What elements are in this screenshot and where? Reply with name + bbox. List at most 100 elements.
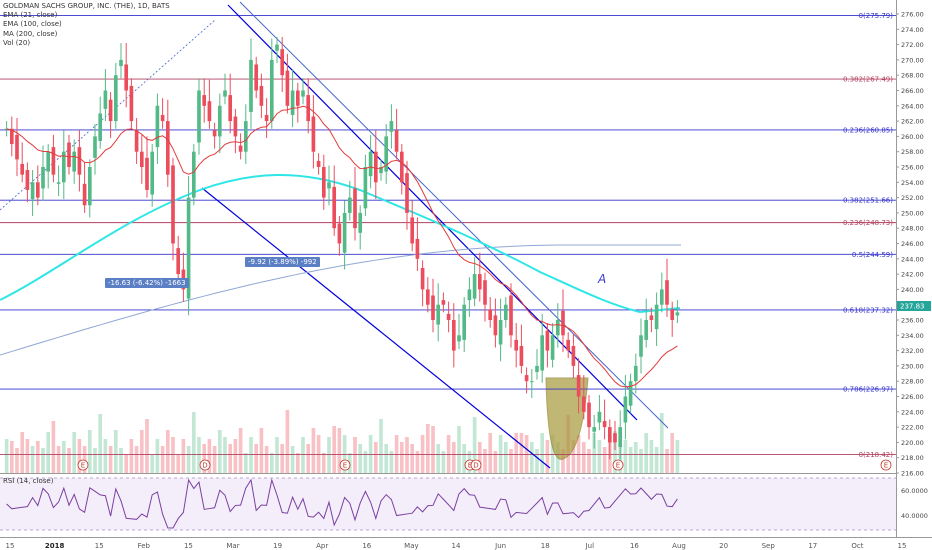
- candle-body: [441, 300, 446, 305]
- candle-body: [493, 315, 498, 336]
- candle-body: [275, 44, 279, 51]
- y-tick-label: 268.00: [901, 72, 924, 80]
- x-tick-label: 14: [452, 542, 461, 550]
- fib-level-label: 0(218.42): [859, 451, 894, 459]
- volume-bar: [410, 444, 415, 473]
- volume-bar: [587, 449, 591, 473]
- volume-bar: [9, 441, 14, 473]
- volume-bar: [124, 455, 129, 473]
- x-tick-label: Jun: [494, 542, 506, 550]
- volume-bar: [597, 440, 602, 473]
- candle-body: [113, 75, 118, 122]
- volume-bar: [30, 446, 35, 473]
- volume-bar: [602, 447, 607, 473]
- volume-bar: [524, 435, 529, 473]
- x-tick-label: 16: [362, 542, 371, 550]
- annotation-letter: A: [597, 272, 606, 286]
- candle-body: [519, 346, 524, 366]
- candle-body: [597, 411, 602, 423]
- volume-bar: [264, 446, 269, 473]
- volume-bar: [368, 435, 373, 473]
- event-marker: [77, 459, 89, 471]
- candle-body: [238, 145, 243, 152]
- y-tick-label: 232.00: [901, 347, 924, 355]
- volume-bar: [212, 446, 217, 473]
- fib-level-label: 0.382(251.66): [843, 197, 893, 205]
- candle-body: [633, 365, 638, 382]
- candle-body: [103, 90, 108, 109]
- rsi-line: [6, 478, 678, 529]
- candle-body: [436, 304, 441, 325]
- candle-body: [243, 121, 248, 152]
- volume-bar: [415, 451, 420, 473]
- volume-bar: [581, 442, 586, 473]
- candle-body: [35, 182, 40, 198]
- volume-bar: [171, 437, 175, 473]
- y-tick-label: 272.00: [901, 41, 924, 49]
- y-tick-label: 258.00: [901, 148, 924, 156]
- candle-body: [509, 295, 513, 336]
- candle-body: [431, 295, 435, 320]
- volume-bar: [509, 449, 513, 473]
- volume-bar: [165, 430, 170, 473]
- candle-body: [472, 274, 477, 299]
- candle-body: [576, 375, 581, 397]
- event-marker: [612, 459, 624, 471]
- x-tick-label: 19: [273, 542, 282, 550]
- y-tick-label: 240.00: [901, 286, 924, 294]
- ema21-line: [6, 105, 678, 388]
- candle-body: [171, 165, 175, 244]
- legend-ema100: EMA (100, close): [3, 20, 62, 29]
- candle-body: [56, 182, 61, 184]
- volume-bar: [181, 439, 186, 473]
- candle-body: [301, 90, 305, 97]
- y-tick-label: 236.00: [901, 317, 924, 325]
- fib-level-label: 0.5(244.59): [852, 251, 893, 259]
- candle-body: [212, 130, 217, 137]
- measure-label-mid[interactable]: -9.92 (-3.89%) -992: [245, 257, 320, 267]
- volume-bar: [571, 440, 576, 473]
- event-marker: [470, 459, 482, 471]
- volume-bar: [441, 451, 446, 473]
- candle-body: [467, 289, 472, 301]
- candle-body: [353, 188, 357, 229]
- volume-bar: [623, 440, 628, 473]
- candle-body: [665, 280, 669, 305]
- candle-body: [150, 151, 155, 195]
- candle-body: [639, 335, 643, 357]
- candle-body: [659, 289, 664, 305]
- volume-bar: [514, 433, 519, 473]
- x-tick-label: 15: [6, 542, 15, 550]
- event-marker: [199, 459, 211, 471]
- fib-level-label: 0(275.79): [859, 12, 894, 20]
- event-marker: [880, 459, 892, 471]
- volume-bar: [176, 455, 181, 473]
- volume-bar: [321, 453, 326, 473]
- volume-bar: [540, 433, 545, 473]
- y-tick-label: 228.00: [901, 378, 924, 386]
- volume-bar: [342, 435, 347, 473]
- y-tick-label: 234.00: [901, 332, 924, 340]
- measure-label-left[interactable]: -16.63 (-6.42%) -1663: [105, 278, 189, 288]
- volume-bar: [592, 433, 597, 473]
- volume-bar: [155, 439, 160, 473]
- price-tag-box: [897, 301, 931, 312]
- volume-bar: [654, 447, 659, 473]
- volume-bar: [191, 412, 196, 473]
- legend-ema21: EMA (21, close): [3, 11, 58, 20]
- candle-body: [202, 95, 207, 106]
- y-tick-label: 262.00: [901, 118, 924, 126]
- volume-bar: [290, 446, 295, 473]
- candle-body: [186, 197, 191, 299]
- volume-bar: [207, 439, 212, 473]
- volume-bar: [186, 446, 191, 473]
- volume-bar: [134, 446, 139, 473]
- volume-bar: [25, 439, 30, 473]
- candle-body: [197, 90, 201, 143]
- volume-bar: [243, 453, 248, 473]
- candle-body: [108, 99, 113, 122]
- candle-body: [61, 151, 66, 183]
- candle-body: [654, 304, 659, 330]
